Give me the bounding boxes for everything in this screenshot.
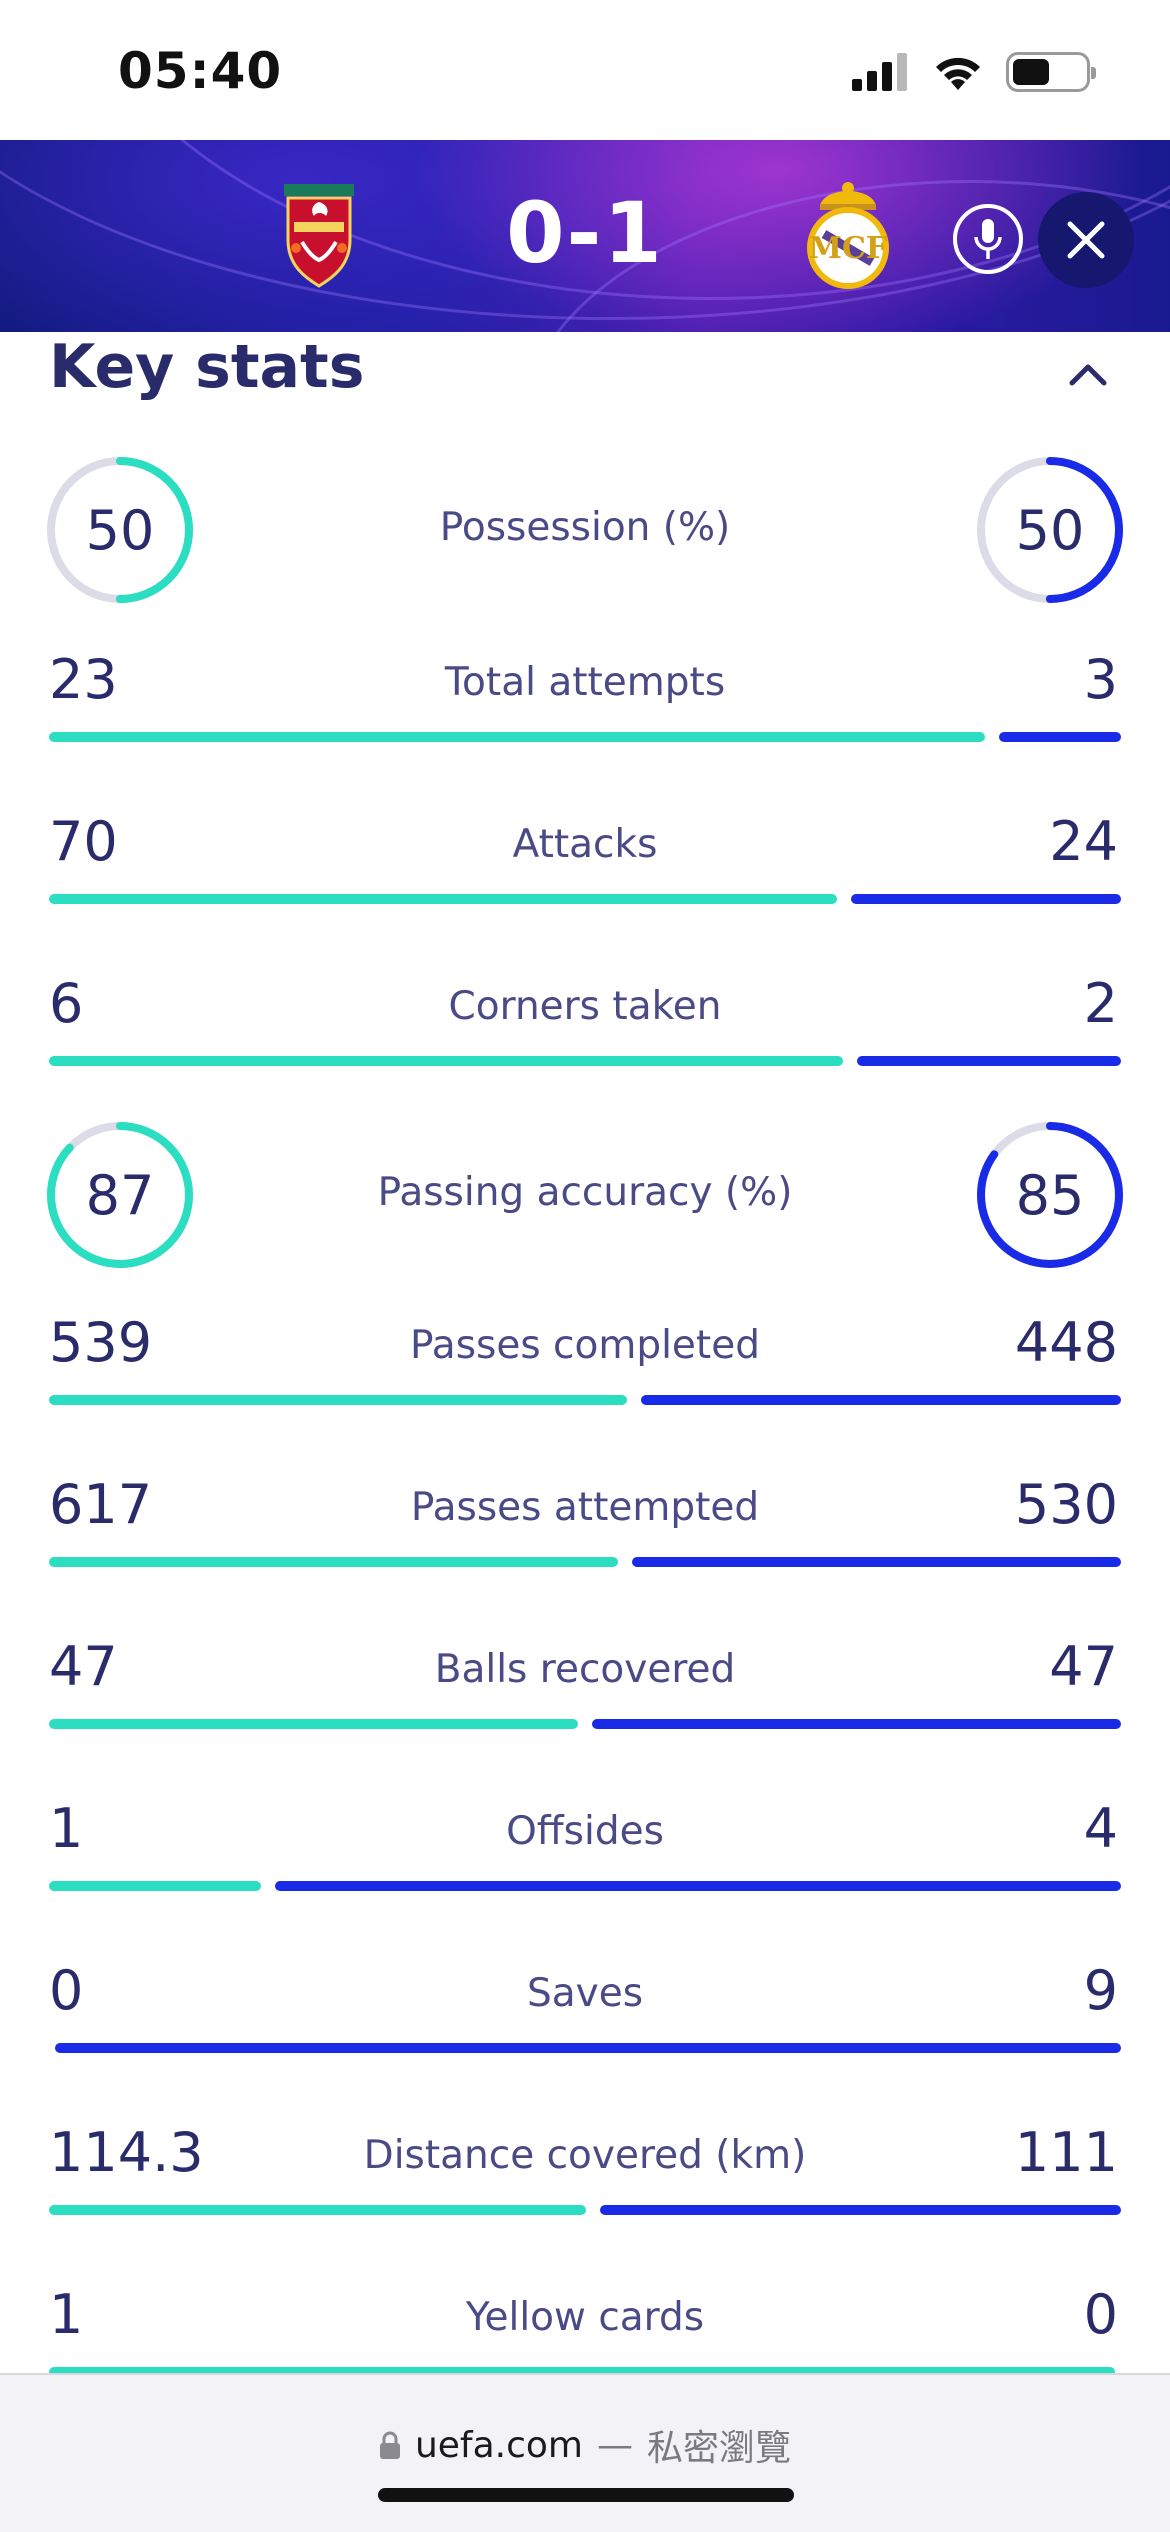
lock-icon [379,2431,400,2459]
stat-label: Corners taken [448,984,722,1029]
status-bar: 05:40 [0,0,1170,140]
private-browsing-label: 私密瀏覽 [647,2428,792,2469]
stat-label: Passes attempted [410,1485,760,1530]
away-bar [640,1395,1121,1405]
stat-row-passes-attempted: 617 Passes attempted 530 [0,1473,1170,1603]
away-ring: 85 [975,1120,1125,1270]
home-bar [49,732,985,742]
away-bar [55,2043,1121,2053]
stat-row-saves: 0 Saves 9 [0,1959,1170,2089]
stat-label: Possession (%) [439,505,731,550]
match-score: 0-1 [506,184,664,282]
away-bar [998,732,1121,742]
away-bar [599,2205,1121,2215]
section-title: Key stats [49,332,365,402]
stat-row-yellow-cards: 1 Yellow cards 0 [0,2283,1170,2413]
away-value: 0 [1083,2283,1118,2346]
home-indicator[interactable] [378,2488,794,2502]
stat-label: Offsides [506,1809,664,1854]
status-time: 05:40 [118,42,283,100]
away-value: 24 [1049,810,1118,873]
home-bar [49,1056,843,1066]
away-value: 47 [1049,1635,1118,1698]
home-ring: 50 [45,455,195,605]
audio-commentary-button[interactable] [953,204,1023,274]
collapse-button[interactable] [1063,352,1113,396]
key-stats-header[interactable]: Key stats [0,332,1170,452]
home-bar [49,1881,261,1891]
home-bar [49,1395,627,1405]
away-value: 448 [1014,1311,1118,1374]
away-ring: 50 [975,455,1125,605]
close-button[interactable] [1038,192,1134,288]
stat-row-offsides: 1 Offsides 4 [0,1797,1170,1927]
status-icons [852,52,1096,92]
stat-row-corners-taken: 6 Corners taken 2 [0,972,1170,1102]
home-bar [49,1719,578,1729]
home-value: 6 [49,972,84,1035]
battery-icon [1006,52,1096,92]
away-value: 3 [1083,648,1118,711]
home-bar [49,2205,586,2215]
away-value: 2 [1083,972,1118,1035]
home-value: 539 [49,1311,153,1374]
away-value: 9 [1083,1959,1118,2022]
home-ring: 87 [45,1120,195,1270]
url-domain: uefa.com [414,2424,583,2466]
home-value: 87 [85,1163,155,1227]
home-value: 1 [49,2283,84,2346]
home-value: 70 [49,810,118,873]
away-bar [850,894,1121,904]
stat-row-possession: 50 Possession (%) 50 [0,455,1170,605]
away-value: 111 [1014,2121,1118,2184]
stat-row-passing-accuracy: 87 Passing accuracy (%) 85 [0,1120,1170,1270]
cellular-signal-icon [852,53,907,91]
home-bar [49,894,837,904]
home-value: 47 [49,1635,118,1698]
away-value: 530 [1014,1473,1118,1536]
away-bar [632,1557,1121,1567]
stat-label: Total attempts [444,660,726,705]
real-madrid-crest-icon: MCF [807,182,889,289]
home-value: 50 [85,498,155,562]
url-separator: — [597,2424,633,2466]
stat-label: Passes completed [410,1323,760,1368]
home-value: 23 [49,648,118,711]
close-icon [1067,221,1105,259]
home-value: 114.3 [49,2121,204,2184]
stat-row-distance-covered: 114.3 Distance covered (km) 111 [0,2121,1170,2251]
home-value: 0 [49,1959,84,2022]
microphone-icon [974,219,1002,259]
away-value: 50 [1015,498,1085,562]
home-bar [49,1557,619,1567]
home-bar [49,2367,1115,2377]
match-header: 0-1 MCF [0,140,1170,332]
wifi-icon [936,57,980,90]
home-value: 1 [49,1797,84,1860]
stat-label: Yellow cards [465,2295,705,2340]
stat-row-attacks: 70 Attacks 24 [0,810,1170,940]
stat-row-passes-completed: 539 Passes completed 448 [0,1311,1170,1441]
home-value: 617 [49,1473,153,1536]
liverpool-crest-icon [284,184,354,288]
away-value: 85 [1015,1163,1085,1227]
away-value: 4 [1083,1797,1118,1860]
stat-label: Saves [526,1971,644,2016]
stat-row-balls-recovered: 47 Balls recovered 47 [0,1635,1170,1765]
stat-label: Passing accuracy (%) [377,1170,793,1215]
stat-label: Attacks [512,822,658,867]
stat-label: Balls recovered [434,1647,736,1692]
svg-text:MCF: MCF [809,231,887,266]
away-bar [274,1881,1121,1891]
chevron-up-icon [1069,364,1107,386]
stat-label: Distance covered (km) [363,2133,807,2178]
away-bar [856,1056,1121,1066]
stat-row-total-attempts: 23 Total attempts 3 [0,648,1170,778]
browser-address-bar[interactable]: uefa.com — 私密瀏覽 [0,2373,1170,2532]
url-line[interactable]: uefa.com — 私密瀏覽 [0,2419,1170,2471]
away-bar [592,1719,1121,1729]
